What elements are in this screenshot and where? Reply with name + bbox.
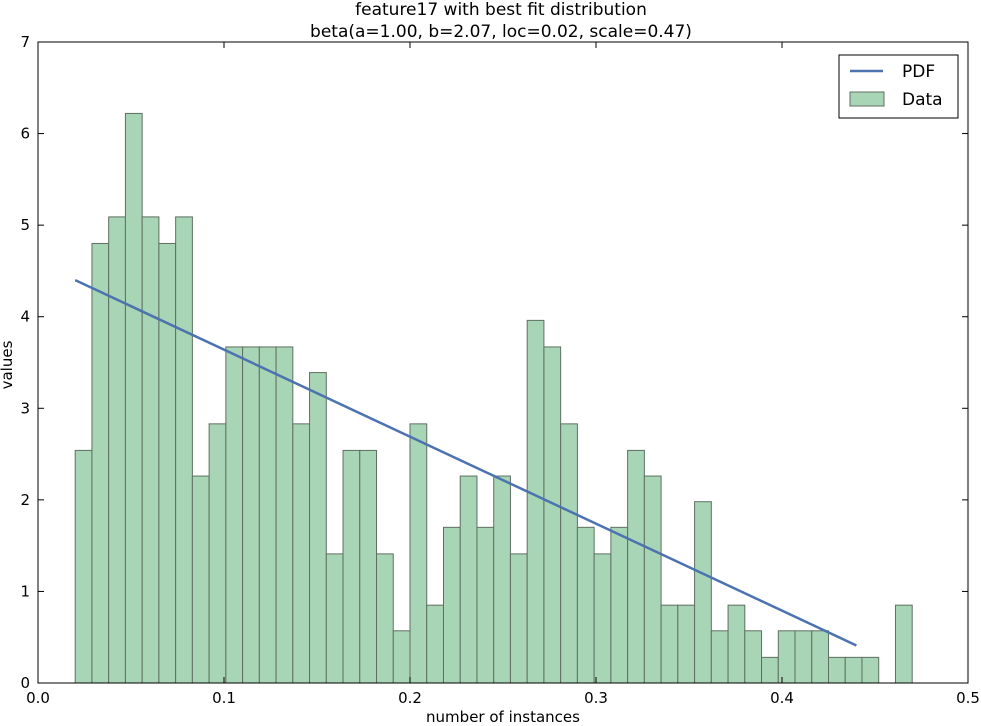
histogram-bar bbox=[694, 501, 712, 684]
histogram-bar bbox=[643, 475, 662, 684]
y-tick-label: 1 bbox=[20, 582, 30, 600]
y-axis-label: values bbox=[0, 340, 16, 389]
histogram-bar bbox=[543, 346, 562, 684]
x-axis-ticks: 0.0 0.1 0.2 0.3 0.4 0.5 bbox=[26, 42, 980, 707]
chart-title: feature17 with best fit distribution bbox=[355, 0, 647, 20]
histogram-bar bbox=[794, 630, 813, 684]
legend-box bbox=[838, 54, 959, 119]
histogram-bar bbox=[861, 656, 880, 684]
histogram-bar bbox=[208, 423, 227, 684]
x-axis-label: number of instances bbox=[426, 708, 580, 726]
x-tick-label: 0.2 bbox=[398, 689, 422, 707]
histogram-bar bbox=[426, 604, 444, 684]
histogram-bar bbox=[526, 319, 545, 684]
x-tick-label: 0.4 bbox=[770, 689, 794, 707]
histogram-bar bbox=[627, 449, 645, 684]
histogram-bar bbox=[828, 656, 846, 684]
histogram-bar bbox=[409, 423, 428, 684]
histogram-bar bbox=[225, 346, 244, 684]
histogram-bar bbox=[894, 604, 913, 684]
histogram-bar bbox=[392, 630, 411, 684]
histogram-bar bbox=[309, 372, 327, 684]
histogram-bar bbox=[91, 242, 110, 684]
y-tick-label: 0 bbox=[20, 674, 30, 692]
histogram-bar bbox=[593, 553, 612, 684]
pdf-line bbox=[74, 278, 857, 647]
histogram-bar bbox=[359, 449, 378, 684]
histogram-bar bbox=[744, 630, 763, 684]
histogram-bar bbox=[509, 553, 528, 684]
y-tick-label: 5 bbox=[20, 216, 30, 234]
x-tick-label: 0.3 bbox=[584, 689, 608, 707]
histogram-bar bbox=[175, 216, 193, 684]
histogram-bar bbox=[476, 526, 495, 684]
plot-frame bbox=[37, 41, 969, 684]
legend: PDF Data bbox=[838, 54, 959, 119]
histogram-bar bbox=[442, 526, 461, 684]
histogram-bar bbox=[325, 553, 344, 684]
histogram-bar bbox=[811, 630, 830, 684]
histogram-bar bbox=[74, 449, 93, 684]
histogram-bar bbox=[376, 553, 394, 684]
legend-pdf-label: PDF bbox=[902, 62, 935, 82]
histogram-bar bbox=[576, 526, 595, 684]
histogram-bar bbox=[124, 112, 143, 684]
histogram-bar bbox=[292, 423, 311, 684]
x-tick-label: 0.1 bbox=[212, 689, 236, 707]
y-axis-ticks: 0 1 2 3 4 5 6 7 bbox=[20, 33, 968, 692]
histogram-bar bbox=[493, 475, 511, 684]
y-tick-label: 7 bbox=[20, 33, 30, 51]
histogram-bar bbox=[258, 346, 277, 684]
x-tick-label: 0.5 bbox=[956, 689, 980, 707]
chart-subtitle: beta(a=1.00, b=2.07, loc=0.02, scale=0.4… bbox=[310, 22, 692, 42]
histogram-bar bbox=[275, 346, 294, 684]
y-tick-label: 3 bbox=[20, 399, 30, 417]
legend-data-label: Data bbox=[902, 90, 943, 110]
histogram-bar bbox=[844, 656, 863, 684]
histogram-bar bbox=[710, 630, 729, 684]
histogram-bar bbox=[242, 346, 260, 684]
y-tick-label: 6 bbox=[20, 125, 30, 143]
histogram-bar bbox=[727, 604, 746, 684]
histogram-bar bbox=[191, 475, 210, 684]
histogram-bar bbox=[560, 423, 578, 684]
histogram-bar bbox=[141, 216, 160, 684]
histogram-bar bbox=[459, 475, 478, 684]
histogram-bar bbox=[610, 526, 629, 684]
histogram-bar bbox=[108, 216, 126, 684]
x-tick-label: 0.0 bbox=[26, 689, 50, 707]
pdf-line-layer bbox=[74, 278, 857, 647]
histogram-bar bbox=[761, 656, 779, 684]
y-tick-label: 4 bbox=[20, 308, 30, 326]
histogram-bar bbox=[342, 449, 361, 684]
histogram-bar bbox=[777, 630, 796, 684]
histogram-bar bbox=[677, 604, 696, 684]
histogram-bar bbox=[158, 242, 177, 684]
legend-data-swatch bbox=[849, 91, 885, 107]
y-tick-label: 2 bbox=[20, 491, 30, 509]
histogram-bar bbox=[660, 604, 679, 684]
